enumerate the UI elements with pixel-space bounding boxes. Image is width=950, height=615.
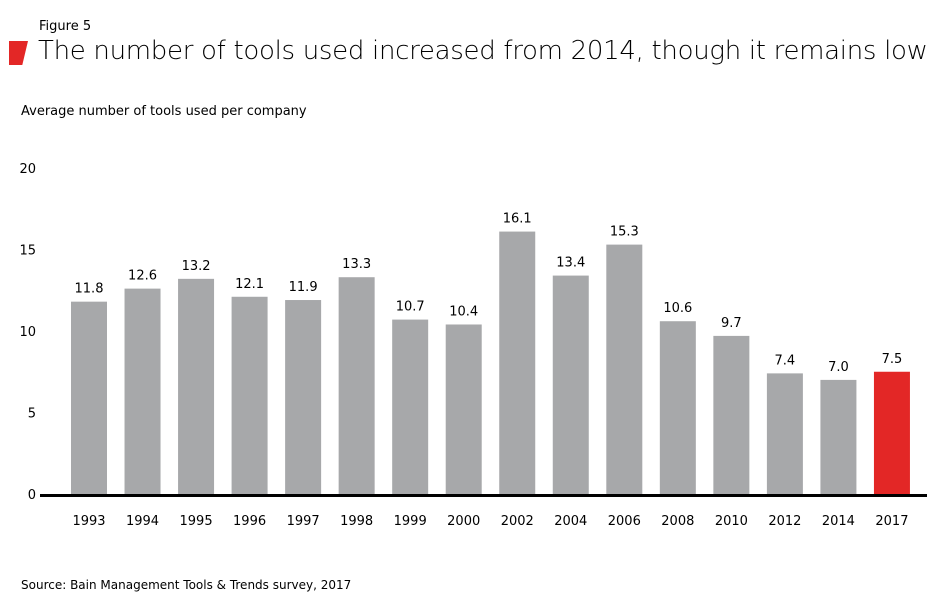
x-tick-label: 2014	[822, 514, 855, 529]
x-tick-label: 2004	[554, 514, 587, 529]
y-tick-label: 0	[28, 488, 36, 503]
y-axis-label: Average number of tools used per company	[21, 104, 307, 119]
data-label: 13.2	[182, 259, 211, 274]
bar-2008	[659, 321, 696, 494]
bar-1993	[71, 301, 107, 494]
bar-1994	[124, 288, 161, 494]
bar-1998	[338, 277, 375, 494]
x-tick-label: 2006	[608, 514, 641, 529]
x-tick-label: 1996	[233, 514, 266, 529]
x-tick-label: 1994	[126, 514, 159, 529]
x-tick-label: 1995	[180, 514, 213, 529]
chart-title: The number of tools used increased from …	[38, 36, 928, 66]
source-note: Source: Bain Management Tools & Trends s…	[21, 578, 352, 592]
x-tick-label: 1993	[72, 514, 105, 529]
bar-1996	[231, 296, 268, 494]
data-label: 12.1	[235, 277, 264, 292]
data-label: 10.6	[663, 301, 692, 316]
x-tick-label: 2017	[875, 514, 908, 529]
bar-1995	[178, 278, 215, 494]
x-axis-line	[40, 494, 927, 497]
bar-1997	[285, 300, 322, 494]
bar-2000	[445, 324, 482, 494]
bar-1999	[392, 319, 429, 494]
bar-2002	[499, 231, 536, 494]
data-label: 9.7	[721, 316, 742, 331]
data-label: 7.4	[775, 353, 796, 368]
y-tick-label: 10	[19, 325, 36, 340]
x-tick-label: 2012	[768, 514, 801, 529]
bar-2004	[552, 275, 589, 494]
bar-2014	[820, 379, 857, 494]
x-tick-label: 2000	[447, 514, 480, 529]
data-label: 15.3	[610, 225, 639, 240]
x-tick-label: 2002	[501, 514, 534, 529]
data-label: 16.1	[503, 212, 532, 227]
data-label: 7.5	[882, 352, 903, 367]
x-tick-label: 2008	[661, 514, 694, 529]
x-tick-label: 2010	[715, 514, 748, 529]
data-label: 10.7	[396, 300, 425, 315]
data-label: 10.4	[449, 304, 478, 319]
x-tick-label: 1998	[340, 514, 373, 529]
data-label: 12.6	[128, 269, 157, 284]
x-tick-label: 1999	[394, 514, 427, 529]
y-tick-label: 5	[28, 407, 36, 422]
bar-2006	[606, 244, 643, 494]
bar-2012	[766, 373, 803, 494]
data-label: 11.9	[289, 280, 318, 295]
data-label: 11.8	[75, 282, 104, 297]
data-label: 13.4	[556, 256, 585, 271]
figure-label: Figure 5	[39, 19, 92, 34]
bar-2017	[873, 371, 910, 494]
y-tick-label: 15	[19, 244, 36, 259]
y-tick-label: 20	[19, 162, 36, 177]
data-label: 13.3	[342, 257, 371, 272]
title-flag-icon	[9, 41, 28, 65]
x-tick-label: 1997	[287, 514, 320, 529]
data-label: 7.0	[828, 360, 849, 375]
bar-2010	[713, 335, 750, 494]
